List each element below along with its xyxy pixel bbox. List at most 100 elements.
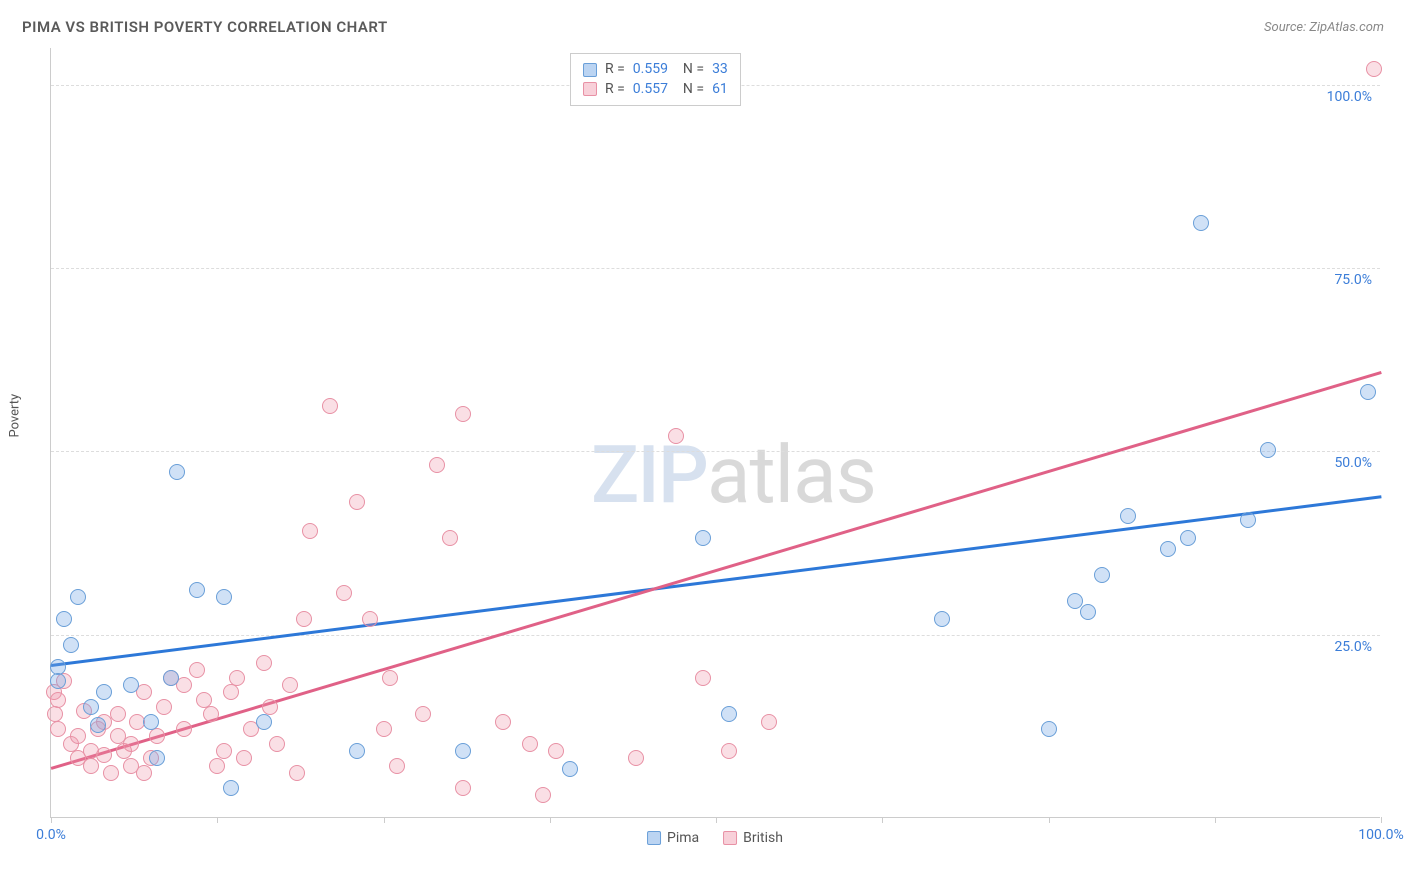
data-point [149,728,165,744]
data-point [156,699,172,715]
x-tick-label: 0.0% [36,827,66,843]
data-point [349,743,365,759]
data-point [203,706,219,722]
data-point [50,692,66,708]
data-point [1080,604,1096,620]
data-point [1360,384,1376,400]
data-point [196,692,212,708]
data-point [63,637,79,653]
data-point [176,721,192,737]
data-point [90,717,106,733]
data-point [163,670,179,686]
data-point [136,765,152,781]
data-point [1260,442,1276,458]
data-point [1041,721,1057,737]
data-point [1366,61,1382,77]
y-axis-label: Poverty [8,394,23,438]
data-point [70,728,86,744]
data-point [1240,512,1256,528]
data-point [50,721,66,737]
data-point [302,523,318,539]
y-tick-label: 100.0% [1327,89,1372,105]
data-point [256,714,272,730]
data-point [429,457,445,473]
swatch-icon [723,831,737,845]
data-point [382,670,398,686]
data-point [628,750,644,766]
data-point [1067,593,1083,609]
swatch-icon [583,63,597,77]
data-point [376,721,392,737]
data-point [96,747,112,763]
data-point [149,750,165,766]
data-point [336,585,352,601]
chart-plot-area: ZIPatlas 25.0%50.0%75.0%100.0%0.0%100.0%… [50,48,1380,818]
trend-line-british [51,371,1382,769]
data-point [143,714,159,730]
chart-title: PIMA VS BRITISH POVERTY CORRELATION CHAR… [22,18,388,36]
legend-item-pima: Pima [647,830,699,846]
data-point [522,736,538,752]
x-tick-label: 100.0% [1358,827,1403,843]
stats-legend-box: R = 0.559 N = 33 R = 0.557 N = 61 [570,53,741,106]
data-point [83,699,99,715]
x-tick [1215,817,1216,823]
data-point [322,398,338,414]
data-point [256,655,272,671]
x-tick [1381,817,1382,823]
x-tick [716,817,717,823]
stats-row-pima: R = 0.559 N = 33 [583,60,728,80]
data-point [56,611,72,627]
data-point [223,684,239,700]
data-point [761,714,777,730]
data-point [50,659,66,675]
x-tick [51,817,52,823]
trend-line-pima [51,495,1381,666]
x-tick [1049,817,1050,823]
y-tick-label: 25.0% [1334,639,1372,655]
x-tick [550,817,551,823]
data-point [1120,508,1136,524]
data-point [50,673,66,689]
data-point [721,743,737,759]
data-point [236,750,252,766]
data-point [1193,215,1209,231]
gridline [51,451,1380,452]
data-point [83,758,99,774]
x-tick [384,817,385,823]
data-point [415,706,431,722]
data-point [495,714,511,730]
data-point [229,670,245,686]
data-point [562,761,578,777]
data-point [1180,530,1196,546]
data-point [349,494,365,510]
data-point [96,684,112,700]
data-point [123,677,139,693]
data-point [282,677,298,693]
data-point [70,589,86,605]
data-point [362,611,378,627]
data-point [189,582,205,598]
data-point [189,662,205,678]
x-tick [217,817,218,823]
legend-bottom: Pima British [647,830,783,846]
data-point [389,758,405,774]
data-point [169,464,185,480]
data-point [668,428,684,444]
data-point [548,743,564,759]
x-tick [882,817,883,823]
data-point [455,780,471,796]
data-point [47,706,63,722]
legend-item-british: British [723,830,783,846]
data-point [296,611,312,627]
data-point [110,706,126,722]
data-point [123,736,139,752]
data-point [216,589,232,605]
data-point [695,670,711,686]
data-point [103,765,119,781]
data-point [216,743,232,759]
gridline [51,635,1380,636]
stats-row-british: R = 0.557 N = 61 [583,80,728,100]
y-tick-label: 75.0% [1334,272,1372,288]
swatch-icon [647,831,661,845]
